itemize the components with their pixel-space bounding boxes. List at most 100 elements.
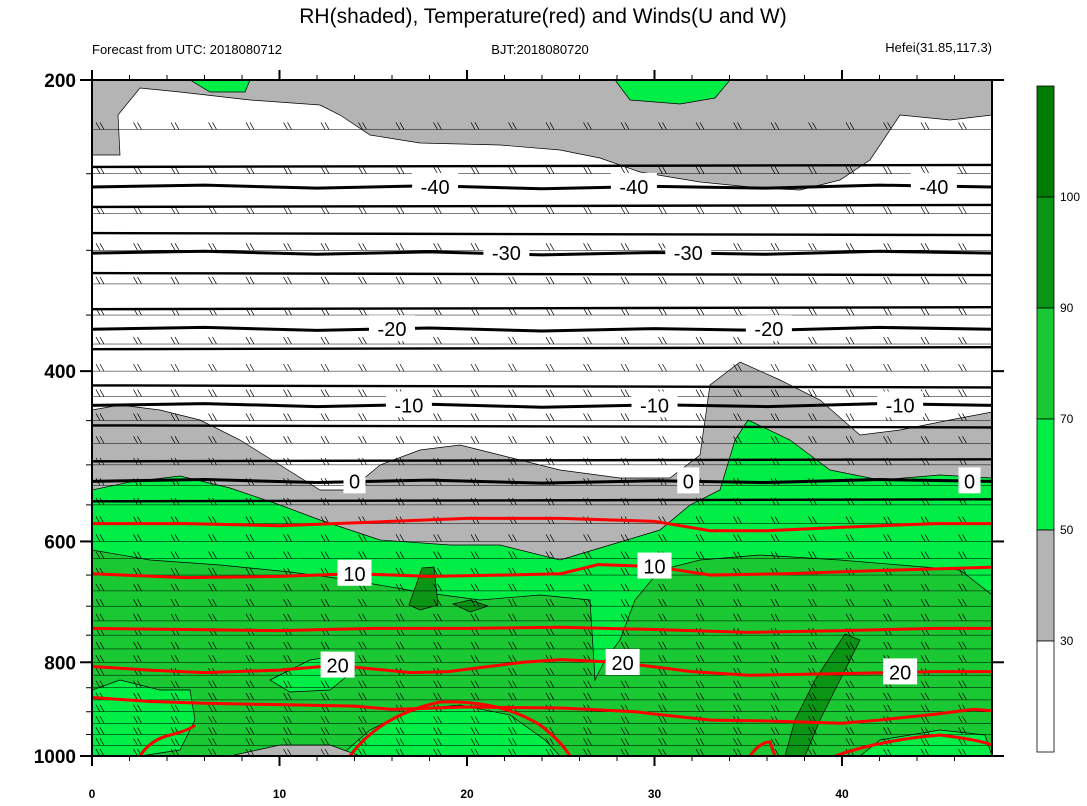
wind-barb — [845, 641, 855, 650]
wind-barb — [508, 583, 517, 592]
rh-green-patch-bottom-left — [92, 679, 196, 756]
wind-barb — [508, 738, 517, 746]
wind-barb — [133, 122, 142, 130]
wind-barb — [208, 727, 217, 735]
wind-barb — [358, 716, 367, 724]
wind-barb — [845, 276, 855, 285]
wind-barb — [283, 599, 292, 607]
x-axis: 0 10 20 30 40 — [89, 70, 955, 801]
isotherm-label: 20 — [612, 653, 634, 675]
wind-barb — [583, 680, 592, 688]
wind-barb — [545, 551, 555, 559]
wind-barb — [883, 206, 892, 214]
wind-barb — [245, 516, 255, 524]
wind-barb — [208, 551, 217, 559]
wind-barb — [920, 680, 930, 688]
red-isotherm-line — [92, 516, 992, 533]
wind-barb — [883, 534, 892, 542]
wind-barb — [358, 599, 367, 607]
wind-barb — [958, 122, 967, 130]
wind-barb — [283, 613, 292, 622]
wind-barb — [433, 655, 442, 663]
wind-barb — [245, 704, 255, 712]
wind-barb — [320, 413, 330, 421]
wind-barb — [583, 716, 592, 724]
wind-barb — [433, 641, 442, 650]
wind-barb — [320, 551, 330, 559]
wind-barb — [170, 551, 180, 559]
wind-barb — [208, 613, 217, 622]
wind-barb — [996, 414, 1004, 421]
wind-barb — [470, 716, 480, 724]
x-tick-label: 10 — [273, 787, 287, 801]
wind-barb — [733, 641, 742, 650]
colorbar-swatch — [1036, 307, 1055, 420]
wind-barb — [245, 748, 255, 756]
wind-barb — [133, 738, 142, 746]
wind-barb — [996, 498, 1004, 505]
wind-barb — [283, 583, 292, 592]
isotherm-label-box — [610, 172, 657, 199]
wind-barb — [996, 517, 1004, 524]
wind-barb — [245, 655, 255, 663]
wind-barb — [283, 641, 292, 650]
colorbar-swatch — [1036, 85, 1055, 198]
wind-barb — [695, 727, 705, 735]
red-isotherm-line — [92, 696, 992, 725]
wind-barb — [395, 613, 405, 622]
wind-barb — [996, 668, 1004, 675]
x-tick-label: 0 — [89, 787, 96, 801]
wind-barb — [283, 692, 292, 701]
wind-barb — [508, 436, 517, 444]
wind-barb — [320, 727, 330, 735]
wind-barb — [583, 243, 592, 251]
plot-area: -40 -40 -40 -30 -30 -20 -20 -10 -10 -10 0 0 0 10 10 20 2… — [92, 80, 1004, 756]
wind-barb — [245, 738, 255, 746]
wind-barb — [508, 389, 517, 397]
colorbar: 100 90 70 50 30 — [1036, 85, 1080, 753]
wind-barb — [920, 243, 930, 251]
isotherm-label: -40 — [919, 177, 948, 199]
wind-barb — [208, 122, 217, 130]
wind-barb — [245, 436, 255, 444]
wind-barb — [920, 336, 930, 345]
wind-barb — [358, 613, 367, 622]
wind-barb — [808, 276, 817, 285]
wind-barb — [958, 534, 967, 542]
wind-barb — [320, 389, 330, 397]
wind-barb — [320, 738, 330, 746]
wind-barb — [996, 364, 1004, 371]
isotherm-labels: -40 -40 -40 -30 -30 -20 -20 -10 -10 -10 0 0 0 10 10 20 2… — [320, 172, 981, 685]
wind-barb — [883, 599, 892, 607]
wind-barb — [620, 727, 630, 735]
black-isotherm-line — [92, 402, 992, 409]
wind-barb — [208, 516, 217, 524]
wind-barb — [770, 389, 780, 397]
wind-barb — [695, 122, 705, 130]
wind-barb — [883, 122, 892, 130]
wind-barb — [958, 389, 967, 397]
wind-barb — [958, 336, 967, 345]
wind-barb — [920, 583, 930, 592]
wind-barb — [583, 534, 592, 542]
wind-barb — [920, 599, 930, 607]
wind-barb — [845, 166, 855, 174]
wind-barb — [583, 551, 592, 559]
wind-barb — [245, 551, 255, 559]
wind-barb — [320, 680, 330, 688]
wind-barb — [770, 692, 780, 701]
wind-barb — [208, 413, 217, 421]
wind-barb — [583, 206, 592, 214]
wind-barb — [245, 336, 255, 345]
isotherm-label-box — [883, 658, 918, 685]
wind-barb — [395, 276, 405, 285]
wind-barb — [996, 458, 1004, 465]
chart-title: RH(shaded), Temperature(red) and Winds(U… — [299, 5, 786, 28]
wind-barb — [695, 599, 705, 607]
wind-barb — [845, 704, 855, 712]
wind-barb — [996, 693, 1004, 700]
wind-barb — [620, 583, 630, 592]
wind-barb — [733, 680, 742, 688]
isotherm-label-box — [910, 172, 957, 199]
